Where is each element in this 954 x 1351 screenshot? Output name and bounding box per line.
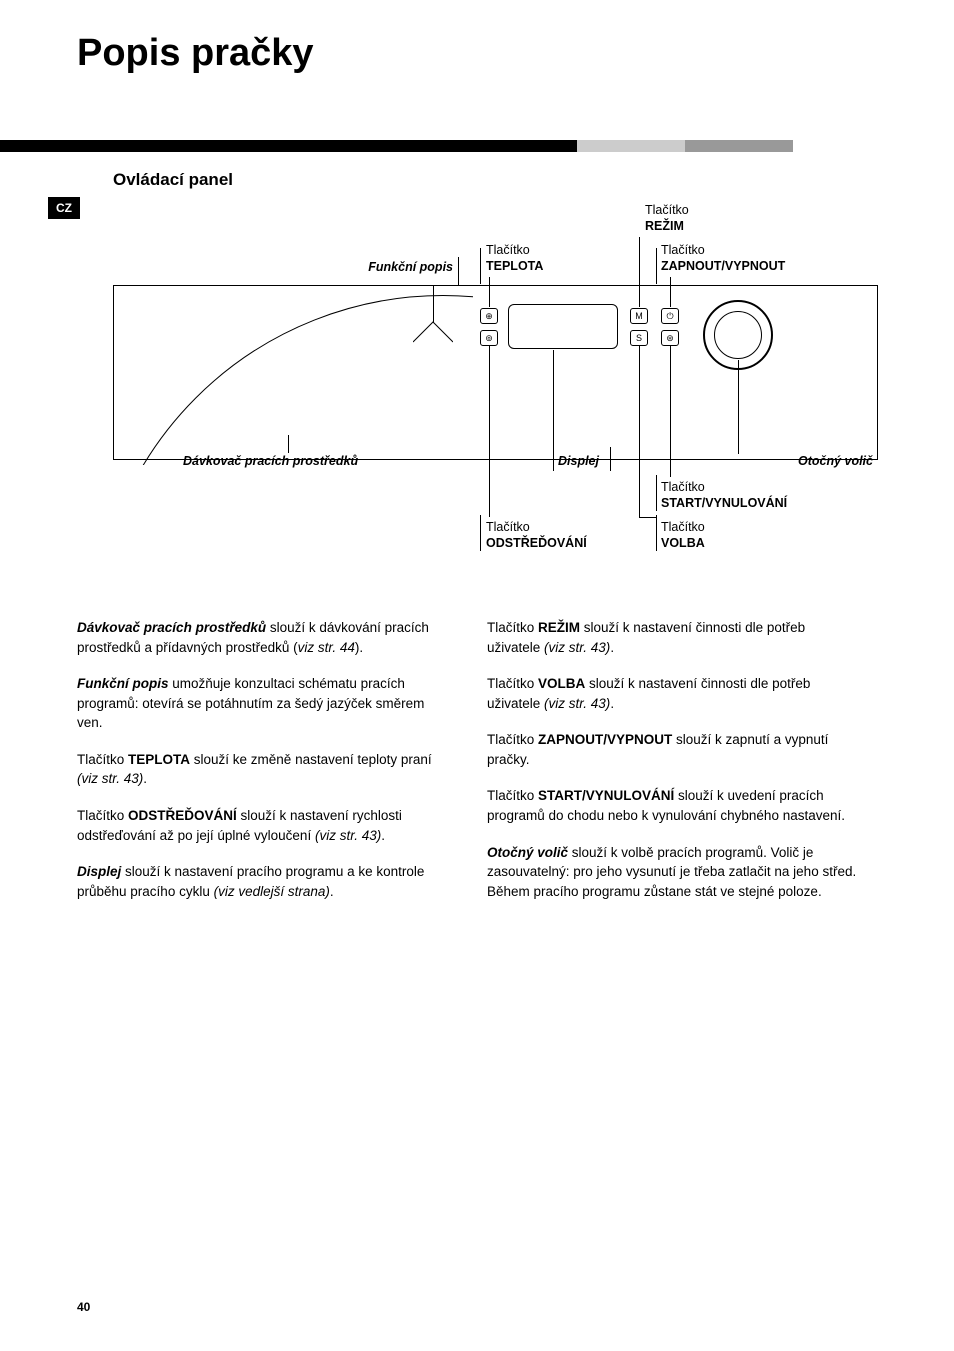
body-right-column: Tlačítko REŽIM slouží k nastavení činnos… bbox=[487, 618, 857, 918]
body-paragraph: Funkční popis umožňuje konzultaci schéma… bbox=[77, 674, 447, 733]
button-select-icon: S bbox=[630, 330, 648, 346]
lead-line bbox=[610, 447, 611, 471]
label-displej: Displej bbox=[558, 454, 599, 470]
body-paragraph: Tlačítko REŽIM slouží k nastavení činnos… bbox=[487, 618, 857, 657]
title-divider-bar bbox=[0, 140, 954, 152]
label-volba: Tlačítko VOLBA bbox=[661, 520, 705, 551]
button-mode-icon: M bbox=[630, 308, 648, 324]
lead-line bbox=[656, 248, 657, 284]
label-start: Tlačítko START/VYNULOVÁNÍ bbox=[661, 480, 787, 511]
label-otocny: Otočný volič bbox=[723, 454, 873, 470]
body-paragraph: Dávkovač pracích prostředků slouží k dáv… bbox=[77, 618, 447, 657]
lead-line bbox=[480, 248, 481, 284]
label-teplota: Tlačítko TEPLOTA bbox=[486, 243, 543, 274]
display-rect bbox=[508, 304, 618, 349]
body-paragraph: Tlačítko ZAPNOUT/VYPNOUT slouží k zapnut… bbox=[487, 730, 857, 769]
label-zapnout: Tlačítko ZAPNOUT/VYPNOUT bbox=[661, 243, 785, 274]
label-davkovac: Dávkovač pracích prostředků bbox=[183, 454, 358, 470]
lead-line bbox=[670, 345, 671, 477]
lead-line bbox=[489, 345, 490, 517]
language-badge: CZ bbox=[48, 197, 80, 219]
body-paragraph: Displej slouží k nastavení pracího progr… bbox=[77, 862, 447, 901]
lead-line bbox=[480, 515, 481, 551]
page-number: 40 bbox=[77, 1300, 90, 1314]
section-title: Ovládací panel bbox=[113, 170, 233, 190]
label-odstredovani: Tlačítko ODSTŘEĎOVÁNÍ bbox=[486, 520, 587, 551]
lead-line bbox=[458, 257, 459, 285]
label-funkcni-popis: Funkční popis bbox=[273, 260, 453, 276]
title-bar-segment bbox=[685, 140, 793, 152]
button-start-icon: ⊛ bbox=[661, 330, 679, 346]
lead-line bbox=[288, 435, 289, 453]
label-rezim: Tlačítko REŽIM bbox=[645, 203, 689, 234]
control-panel-diagram: Tlačítko REŽIM Tlačítko TEPLOTA Tlačítko… bbox=[113, 195, 878, 565]
button-temperature-icon: ⊕ bbox=[480, 308, 498, 324]
lead-line bbox=[738, 360, 739, 454]
title-bar-segment bbox=[793, 140, 954, 152]
dial-inner bbox=[714, 311, 762, 359]
lead-line bbox=[656, 515, 657, 551]
body-left-column: Dávkovač pracích prostředků slouží k dáv… bbox=[77, 618, 447, 918]
lead-line bbox=[553, 350, 554, 471]
body-paragraph: Otočný volič slouží k volbě pracích prog… bbox=[487, 843, 857, 902]
body-paragraph: Tlačítko VOLBA slouží k nastavení činnos… bbox=[487, 674, 857, 713]
title-bar-segment bbox=[577, 140, 685, 152]
button-power-icon: ⏻ bbox=[661, 308, 679, 324]
body-paragraph: Tlačítko ODSTŘEĎOVÁNÍ slouží k nastavení… bbox=[77, 806, 447, 845]
tab-notch bbox=[413, 320, 453, 342]
body-paragraph: Tlačítko START/VYNULOVÁNÍ slouží k uvede… bbox=[487, 786, 857, 825]
button-spin-icon: ⊚ bbox=[480, 330, 498, 346]
lead-line bbox=[639, 517, 656, 518]
page-title: Popis pračky bbox=[77, 32, 314, 75]
lead-line bbox=[656, 475, 657, 511]
body-paragraph: Tlačítko TEPLOTA slouží ke změně nastave… bbox=[77, 750, 447, 789]
lead-line bbox=[639, 345, 640, 517]
title-bar-segment bbox=[0, 140, 577, 152]
